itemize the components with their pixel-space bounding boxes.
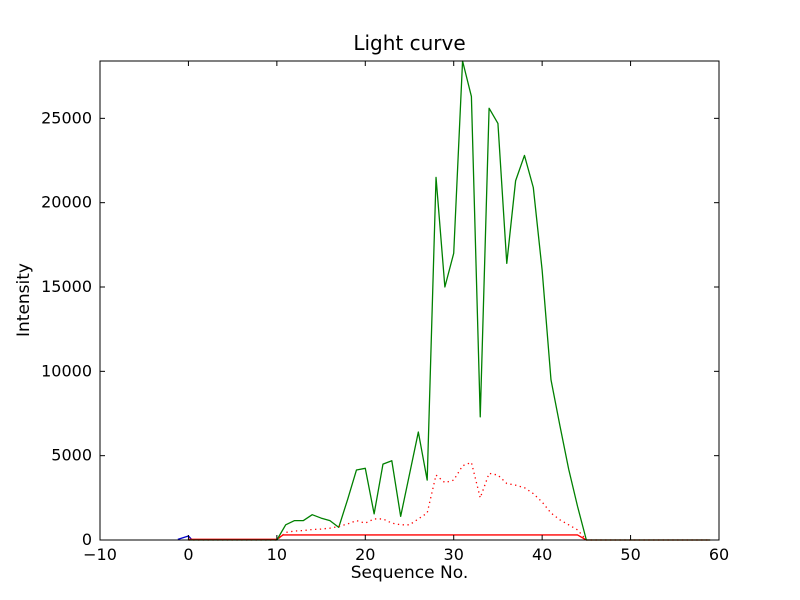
series-red-dotted-error — [188, 461, 711, 541]
chart-title: Light curve — [353, 31, 466, 55]
y-tick-label: 0 — [82, 530, 92, 549]
x-tick-label: 40 — [532, 545, 552, 564]
series-green-light-curve — [188, 60, 711, 541]
axes-frame — [99, 60, 720, 541]
x-tick-label: 60 — [709, 545, 729, 564]
x-tick-label: 20 — [355, 545, 375, 564]
x-tick-label: 30 — [444, 545, 464, 564]
series-red-background-level — [188, 534, 711, 541]
x-tick-label: 10 — [267, 545, 287, 564]
y-tick-label: 10000 — [41, 361, 92, 380]
x-tick-label: 0 — [183, 545, 193, 564]
x-axis-label: Sequence No. — [350, 563, 469, 583]
y-tick-label: 25000 — [41, 108, 92, 127]
y-axis-label: Intensity — [14, 263, 34, 337]
x-tick-label: 50 — [620, 545, 640, 564]
x-tick-label: −10 — [83, 545, 117, 564]
y-tick-label: 20000 — [41, 193, 92, 212]
y-tick-label: 15000 — [41, 277, 92, 296]
y-tick-label: 5000 — [51, 446, 92, 465]
